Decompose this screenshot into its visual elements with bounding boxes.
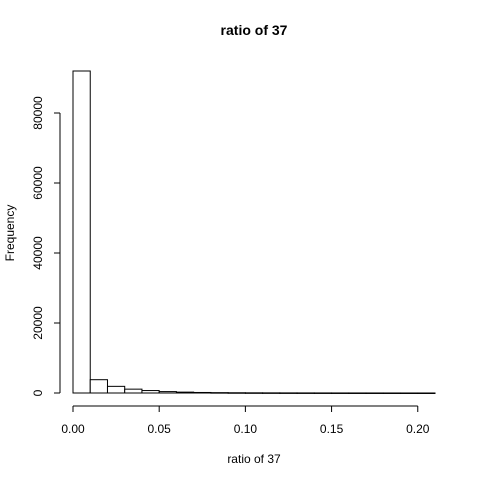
histogram-bar (210, 392, 229, 394)
histogram-bar (400, 392, 419, 394)
x-tick-label: 0.20 (406, 422, 430, 436)
histogram-bar (296, 392, 315, 394)
histogram-bar (279, 392, 298, 394)
x-tick-label: 0.00 (61, 422, 85, 436)
histogram-bar (262, 392, 281, 394)
histogram-bar (365, 392, 384, 394)
histogram-bar (158, 391, 177, 394)
y-axis: 0 20000 40000 60000 80000 (31, 96, 61, 396)
x-tick-label: 0.05 (148, 422, 172, 436)
histogram-bar (89, 379, 108, 394)
histogram-bar (348, 392, 367, 394)
histogram-bar (72, 70, 91, 394)
histogram-bar (244, 392, 264, 394)
chart-title: ratio of 37 (221, 22, 288, 38)
histogram-bar (331, 392, 350, 394)
histogram-bar (141, 390, 160, 394)
histogram-bar (313, 392, 333, 394)
histogram-bar (417, 392, 436, 394)
y-tick-label: 20000 (31, 306, 45, 340)
y-axis-label: Frequency (3, 205, 17, 262)
y-tick-label: 80000 (31, 96, 45, 130)
x-axis-label: ratio of 37 (227, 452, 281, 466)
histogram-bar (106, 385, 126, 394)
histogram-bar (227, 392, 246, 394)
y-tick-label: 40000 (31, 236, 45, 270)
y-tick-label: 60000 (31, 166, 45, 200)
histogram-bar (382, 392, 402, 394)
histogram-bar (193, 391, 212, 394)
y-tick-label: 0 (31, 389, 45, 396)
x-tick-label: 0.10 (234, 422, 258, 436)
x-axis: 0.00 0.05 0.10 0.15 0.20 (61, 405, 430, 436)
histogram-bar (124, 388, 143, 394)
histogram-bar (175, 391, 195, 394)
x-tick-label: 0.15 (320, 422, 344, 436)
histogram-bars (72, 70, 436, 394)
